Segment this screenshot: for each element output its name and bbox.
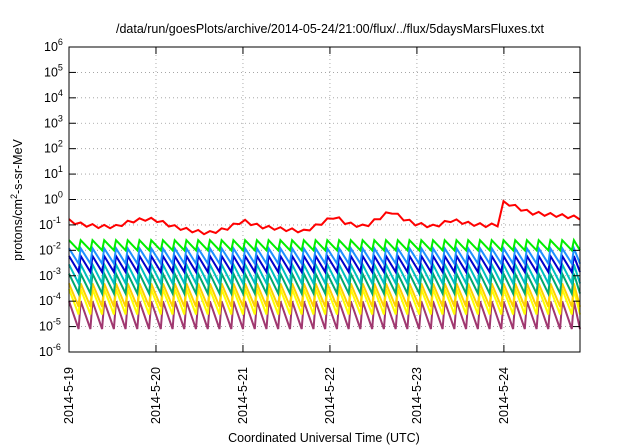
y-tick-label-base: 10 [39, 294, 53, 308]
y-tick-label-base: 10 [39, 269, 53, 283]
y-tick-label: 10-5 [39, 317, 61, 334]
series-line [68, 244, 581, 267]
y-tick-label-exponent: -1 [53, 215, 61, 225]
y-axis-label: protons/cm2-s-sr-MeV [9, 138, 25, 260]
y-tick-label-exponent: -4 [53, 291, 61, 301]
series-line [68, 199, 581, 236]
x-axis-label: Coordinated Universal Time (UTC) [228, 431, 420, 445]
y-tick-label-base: 10 [44, 116, 58, 130]
y-tick-label: 10-1 [39, 215, 61, 232]
y-tick-label-exponent: 3 [58, 113, 63, 123]
y-tick-label-base: 10 [39, 243, 53, 257]
y-tick-label-base: 10 [39, 218, 53, 232]
y-tick-label-exponent: 5 [58, 62, 63, 72]
series-line [68, 253, 581, 275]
series-line [68, 237, 581, 253]
series-line [68, 260, 581, 287]
series-layer [68, 199, 581, 330]
y-tick-label: 100 [44, 190, 63, 207]
y-tick-label-exponent: -5 [53, 317, 61, 327]
y-tick-label: 10-2 [39, 240, 61, 257]
x-tick-label: 2014-5-24 [497, 367, 511, 424]
axis-ticks [68, 46, 580, 353]
y-tick-label: 10-3 [39, 266, 61, 283]
series-line [68, 300, 581, 330]
chart-title: /data/run/goesPlots/archive/2014-05-24/2… [116, 22, 545, 36]
y-tick-label-base: 10 [44, 40, 58, 54]
y-axis-label-unit: protons/cm [11, 199, 25, 261]
y-tick-label: 101 [44, 164, 63, 181]
y-tick-label-base: 10 [39, 345, 53, 359]
y-tick-label: 102 [44, 139, 63, 156]
y-tick-label-exponent: 1 [58, 164, 63, 174]
y-tick-label-exponent: -6 [53, 342, 61, 352]
y-axis-label-rest: -s-sr-MeV [11, 138, 25, 194]
y-tick-label-exponent: 2 [58, 139, 63, 149]
y-tick-label: 103 [44, 113, 63, 130]
y-tick-label: 10-4 [39, 291, 61, 308]
y-tick-label-exponent: -2 [53, 240, 61, 250]
y-tick-label-base: 10 [44, 65, 58, 79]
y-tick-label-base: 10 [44, 142, 58, 156]
y-tick-label-base: 10 [44, 91, 58, 105]
y-tick-label-exponent: 6 [58, 37, 63, 47]
series-line [68, 283, 581, 308]
y-tick-label-exponent: 4 [58, 88, 63, 98]
y-tick-label: 10-6 [39, 342, 61, 359]
x-tick-labels: 2014-5-19 2014-5-20 2014-5-21 2014-5-22 2014… [62, 367, 511, 424]
y-tick-label-base: 10 [44, 167, 58, 181]
y-tick-labels: 10-610-510-410-310-210-11001011021031041… [39, 37, 63, 359]
y-tick-label: 105 [44, 62, 63, 79]
y-tick-label-base: 10 [39, 320, 53, 334]
y-tick-label-exponent: -3 [53, 266, 61, 276]
y-tick-label: 104 [44, 88, 63, 105]
x-tick-label: 2014-5-23 [410, 367, 424, 424]
grid-lines [69, 47, 580, 352]
y-tick-label-exponent: 0 [58, 190, 63, 200]
x-tick-label: 2014-5-20 [149, 367, 163, 424]
y-axis-label-exponent: 2 [9, 194, 19, 199]
y-tick-label: 106 [44, 37, 63, 54]
x-tick-label: 2014-5-19 [62, 367, 76, 424]
y-tick-label-base: 10 [44, 193, 58, 207]
x-tick-label: 2014-5-21 [236, 367, 250, 424]
series-line [68, 270, 581, 298]
x-tick-label: 2014-5-22 [323, 367, 337, 424]
